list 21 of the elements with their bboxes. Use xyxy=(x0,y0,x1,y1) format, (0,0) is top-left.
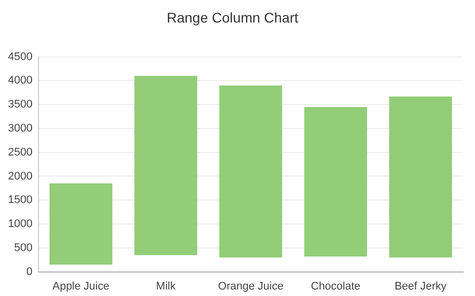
y-tick-label: 500 xyxy=(14,242,32,254)
y-tick-label: 0 xyxy=(26,266,32,278)
y-tick-label: 1000 xyxy=(8,218,32,230)
x-tick-label: Beef Jerky xyxy=(394,280,448,292)
x-tick-label: Chocolate xyxy=(310,280,360,292)
y-tick-label: 2000 xyxy=(8,170,32,182)
x-tick-label: Orange Juice xyxy=(218,280,284,292)
bar xyxy=(389,96,452,258)
x-tick-label: Apple Juice xyxy=(52,280,110,292)
bar xyxy=(219,85,282,258)
bar xyxy=(134,76,198,256)
bar xyxy=(304,106,368,257)
y-tick-label: 4000 xyxy=(8,74,32,87)
y-tick-label: 4500 xyxy=(8,50,32,63)
x-tick-label: Milk xyxy=(156,280,176,292)
bar xyxy=(50,183,112,265)
y-tick-label: 3500 xyxy=(8,98,32,111)
y-tick-label: 2500 xyxy=(8,146,32,158)
y-tick-label: 1500 xyxy=(8,194,32,206)
y-tick-label: 3000 xyxy=(8,122,32,134)
chart-title: Range Column Chart xyxy=(166,9,298,26)
